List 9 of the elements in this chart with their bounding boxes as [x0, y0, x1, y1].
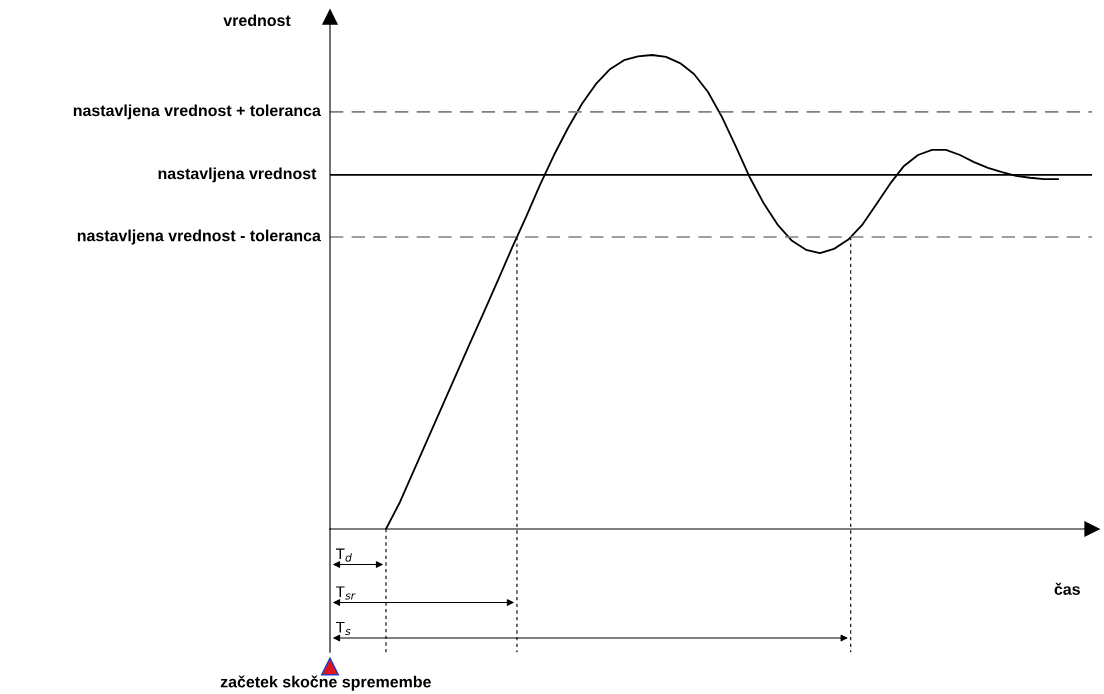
- text: začetek skočne spremembe: [220, 675, 431, 691]
- text: T$_{sr}$: [335, 586, 356, 600]
- ref-line-label: nastavljena vrednost - toleranca: [77, 229, 321, 245]
- ref-line-label: nastavljena vrednost + toleranca: [73, 104, 321, 120]
- ref-line-label: nastavljena vrednost: [158, 167, 317, 183]
- y-axis-title: vrednost: [223, 14, 291, 27]
- x-axis-title: čas: [1054, 582, 1080, 595]
- text: T$_{s}$: [335, 621, 351, 636]
- text: T$_{d}$: [335, 548, 352, 562]
